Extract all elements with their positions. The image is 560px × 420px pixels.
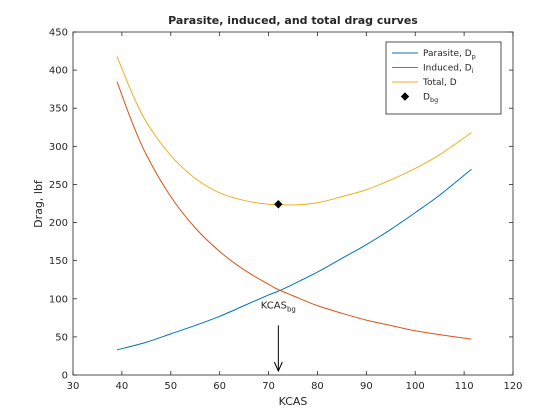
annotation-arrow-head [273,361,283,373]
x-tick-label: 50 [164,381,177,392]
legend-box [385,41,502,115]
legend-entry-subscript: i [472,67,474,75]
y-tick-label: 350 [49,104,68,115]
y-tick-label: 200 [49,218,68,229]
series-line-0 [116,168,472,351]
axis-ticks: 30 40 50 60 70 80 90 100 110 120 0 50 100 150 200 250 30… [49,28,523,393]
x-tick-label: 80 [311,381,324,392]
y-axis-label: Drag, lbf [32,179,45,228]
annotation-label: KCASbg [261,300,296,313]
y-tick-label: 150 [49,256,68,267]
chart-title: Parasite, induced, and total drag curves [168,14,418,27]
y-tick-label: 450 [49,28,68,39]
annotation-text: KCAS [261,300,287,311]
legend-entry-subscript: p [472,53,476,61]
legend-entry: Induced, Di [423,64,474,76]
x-tick-label: 70 [262,381,275,392]
legend-entry-name: Total, D [422,78,457,88]
x-tick-label: 40 [116,381,129,392]
y-tick-label: 400 [49,66,68,77]
x-tick-label: 30 [67,381,80,392]
x-tick-label: 60 [213,381,226,392]
legend-entry-name: D [423,93,430,103]
y-tick-label: 100 [49,294,68,305]
legend-entry-name: Parasite, D [423,49,472,59]
legend-marker [400,92,410,101]
y-tick-label: 250 [49,180,68,191]
x-tick-label: 110 [455,381,474,392]
annotations: KCASbg [261,300,296,373]
legend-entry: Parasite, Dp [423,49,476,61]
annotation-subscript: bg [287,305,296,313]
legend-entry-subscript: bg [430,96,438,104]
y-tick-label: 0 [62,371,68,382]
y-tick-label: 300 [49,142,68,153]
y-tick-label: 50 [55,332,68,343]
legend-entry: Total, D [422,78,457,88]
series-lines [116,56,472,351]
series-line-1 [116,81,472,340]
legend-entry-name: Induced, D [423,64,472,74]
legend-entry: Dbg [423,93,438,105]
point-d-bg [274,200,283,209]
x-tick-label: 100 [406,381,425,392]
x-tick-label: 90 [360,381,373,392]
x-axis-label: KCAS [279,395,308,408]
x-tick-label: 120 [503,381,522,392]
